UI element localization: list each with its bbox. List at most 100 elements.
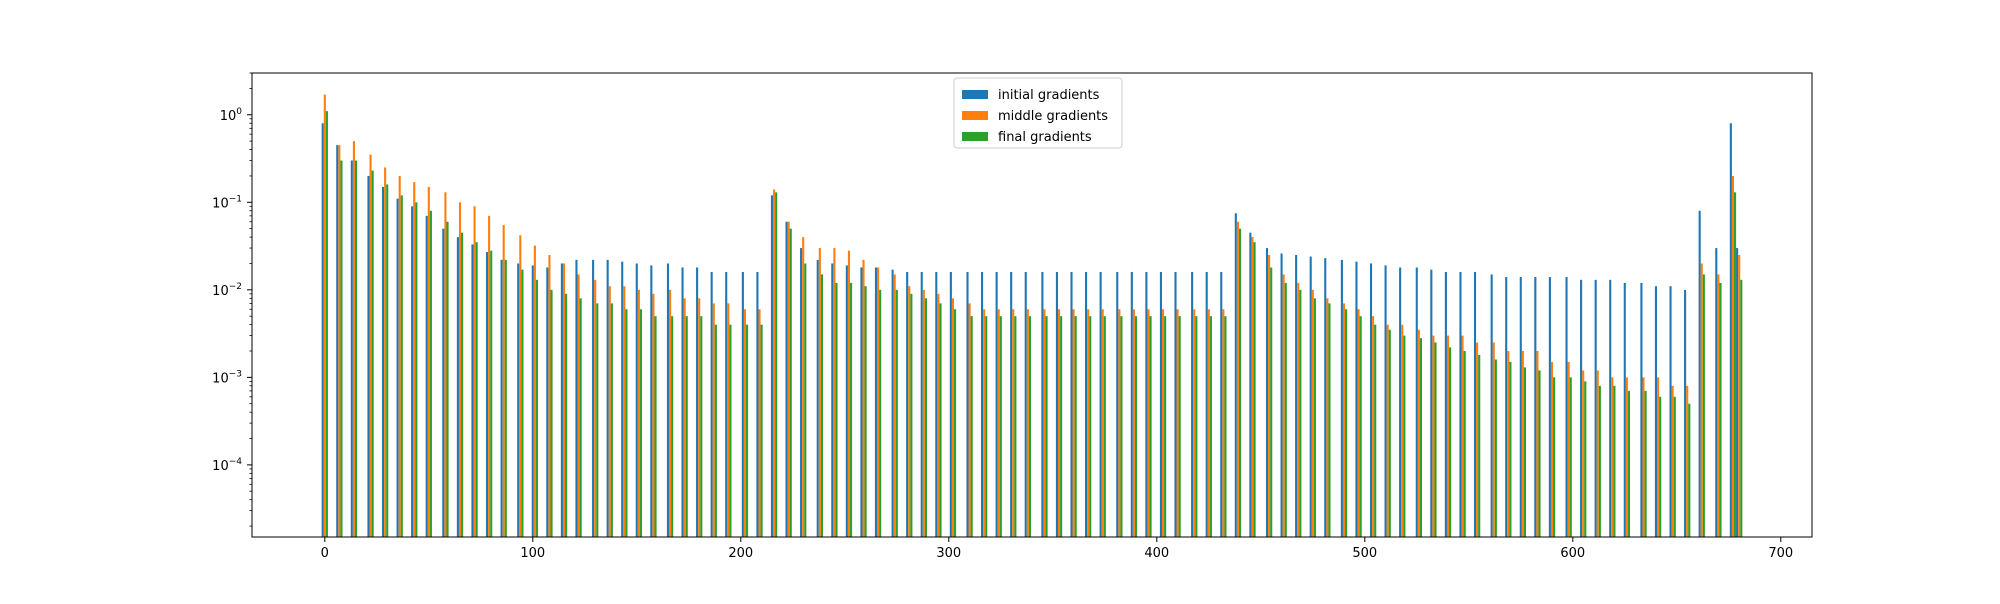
bar [1654, 286, 1658, 537]
bar [521, 269, 524, 537]
bar [700, 316, 703, 537]
bar [1734, 192, 1737, 537]
bar [1234, 213, 1237, 538]
bar [1159, 271, 1162, 537]
bar [787, 221, 790, 537]
bar [1326, 298, 1329, 537]
y-tick-label: 10−1 [212, 194, 242, 211]
bar [773, 189, 776, 537]
bar [995, 271, 998, 537]
bar [985, 316, 988, 537]
x-tick-label: 700 [1768, 546, 1793, 561]
bar [548, 254, 551, 538]
bar [714, 324, 717, 537]
bar [951, 298, 955, 537]
x-tick-label: 300 [936, 546, 961, 561]
bar [1085, 271, 1088, 537]
plot-frame [251, 72, 1813, 538]
bar [937, 293, 940, 537]
bar [1116, 271, 1119, 537]
bar [981, 271, 984, 537]
bar [1270, 267, 1273, 537]
bar [596, 303, 599, 537]
bar [352, 141, 355, 538]
bar [610, 303, 613, 537]
bar [1417, 329, 1420, 537]
series-0-bars [321, 123, 1739, 538]
bar [485, 252, 489, 537]
bar [386, 184, 389, 537]
bar [671, 316, 674, 537]
bar [1446, 335, 1450, 537]
legend-box [953, 77, 1123, 149]
bar [1178, 316, 1181, 537]
bar [1623, 282, 1626, 537]
bar [475, 242, 478, 537]
bar [1717, 274, 1720, 537]
bar [1176, 309, 1179, 537]
bar [473, 206, 476, 538]
bar [338, 145, 341, 537]
bar [413, 182, 416, 537]
x-tick-label: 600 [1560, 546, 1585, 561]
bar [1297, 282, 1300, 537]
bar [891, 269, 894, 537]
bar [1328, 303, 1331, 537]
bar [698, 298, 701, 537]
bar [381, 186, 385, 537]
bar [1120, 316, 1123, 537]
bar [1149, 316, 1152, 537]
legend-label: final gradients [998, 130, 1092, 145]
bar [625, 309, 628, 537]
bar [1345, 309, 1348, 537]
bar [1060, 316, 1063, 537]
legend-swatch [962, 111, 988, 120]
bar [415, 202, 418, 538]
bar [1193, 309, 1196, 537]
bar [1130, 271, 1133, 537]
bar [1627, 390, 1631, 537]
bar [895, 289, 898, 537]
bar [893, 274, 896, 537]
bar [1459, 271, 1462, 537]
bar [1731, 175, 1735, 537]
bar [833, 248, 836, 537]
bar [444, 192, 447, 537]
bar [775, 192, 778, 537]
bar [565, 293, 568, 537]
bar [1473, 271, 1477, 537]
bar [1538, 370, 1541, 537]
bar [384, 167, 387, 537]
bar [635, 263, 638, 537]
bar [1434, 342, 1437, 537]
bar [949, 271, 952, 537]
bar [1461, 335, 1464, 537]
bar [681, 267, 684, 537]
bar [1145, 271, 1148, 537]
bar [1642, 377, 1645, 537]
bar [1195, 316, 1198, 537]
bar [1209, 316, 1212, 537]
bar [637, 289, 640, 537]
bar [1509, 361, 1512, 537]
bar [560, 263, 563, 537]
bar [1669, 286, 1672, 537]
bar [1222, 309, 1225, 537]
bar [608, 286, 611, 537]
bar [461, 232, 464, 537]
bar [800, 248, 803, 537]
bar [336, 145, 339, 537]
bar [550, 289, 553, 537]
bar [906, 271, 909, 537]
bar [323, 94, 326, 537]
bar [924, 298, 927, 537]
bar [369, 154, 372, 538]
bar [1478, 355, 1481, 537]
bar [879, 289, 882, 537]
bar [1494, 359, 1497, 537]
bar [920, 271, 923, 537]
bar [1505, 277, 1508, 537]
bar [1611, 377, 1614, 537]
bar [1028, 316, 1031, 537]
